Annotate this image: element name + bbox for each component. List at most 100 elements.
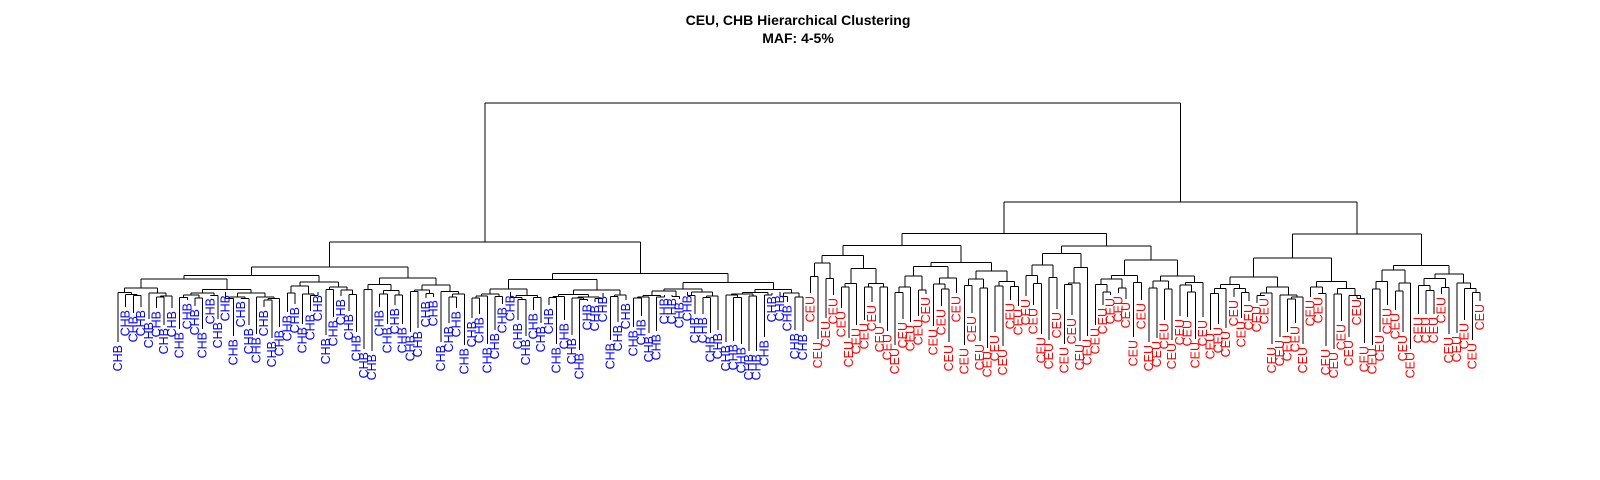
leaf-label-ceu-129: CEU <box>1104 298 1118 324</box>
leaf-label-chb-39: CHB <box>411 331 425 357</box>
leaf-label-ceu-123: CEU <box>1057 347 1071 373</box>
leaf-label-ceu-103: CEU <box>904 325 918 351</box>
leaf-label-ceu-173: CEU <box>1442 337 1456 363</box>
leaf-label-chb-41: CHB <box>426 300 440 326</box>
leaf-label-chb-19: CHB <box>257 310 271 336</box>
leaf-label-chb-10: CHB <box>188 309 202 335</box>
leaf-label-ceu-158: CEU <box>1327 352 1341 378</box>
leaf-label-chb-11: CHB <box>196 332 210 358</box>
leaf-label-ceu-146: CEU <box>1234 321 1248 347</box>
leaf-label-ceu-95: CEU <box>842 341 856 367</box>
leaf-label-ceu-120: CEU <box>1034 337 1048 363</box>
leaf-label-chb-2: CHB <box>126 316 140 342</box>
leaf-label-ceu-133: CEU <box>1134 303 1148 329</box>
leaf-label-ceu-131: CEU <box>1119 302 1133 328</box>
leaf-label-chb-81: CHB <box>734 347 748 373</box>
leaf-label-ceu-165: CEU <box>1381 308 1395 334</box>
leaf-label-ceu-150: CEU <box>1265 347 1279 373</box>
leaf-label-ceu-137: CEU <box>1165 343 1179 369</box>
leaf-label-chb-46: CHB <box>465 321 479 347</box>
leaf-label-ceu-124: CEU <box>1065 318 1079 344</box>
leaf-label-ceu-121: CEU <box>1042 343 1056 369</box>
leaf-label-chb-82: CHB <box>742 354 756 380</box>
leaf-label-ceu-90: CEU <box>804 296 818 322</box>
leaf-labels: CHBCHBCHBCHBCHBCHBCHBCHBCHBCHBCHBCHBCHBC… <box>111 295 1487 380</box>
leaf-label-chb-21: CHB <box>273 330 287 356</box>
leaf-label-ceu-106: CEU <box>927 329 941 355</box>
leaf-label-chb-71: CHB <box>657 298 671 324</box>
leaf-label-ceu-113: CEU <box>981 351 995 377</box>
leaf-label-ceu-141: CEU <box>1196 320 1210 346</box>
leaf-label-ceu-130: CEU <box>1111 296 1125 322</box>
leaf-label-ceu-159: CEU <box>1334 324 1348 350</box>
leaf-label-chb-18: CHB <box>250 337 264 363</box>
leaf-label-chb-27: CHB <box>319 338 333 364</box>
leaf-label-ceu-118: CEU <box>1019 299 1033 325</box>
leaf-label-chb-55: CHB <box>534 326 548 352</box>
leaf-label-ceu-119: CEU <box>1027 308 1041 334</box>
leaf-label-ceu-117: CEU <box>1011 309 1025 335</box>
leaf-label-ceu-105: CEU <box>919 297 933 323</box>
leaf-label-ceu-98: CEU <box>865 305 879 331</box>
leaf-label-ceu-152: CEU <box>1281 335 1295 361</box>
leaf-label-chb-9: CHB <box>180 303 194 329</box>
leaf-label-chb-37: CHB <box>396 327 410 353</box>
leaf-label-ceu-139: CEU <box>1181 320 1195 346</box>
leaf-label-ceu-154: CEU <box>1296 347 1310 373</box>
leaf-label-chb-65: CHB <box>611 325 625 351</box>
leaf-label-chb-88: CHB <box>788 333 802 359</box>
leaf-label-chb-6: CHB <box>157 328 171 354</box>
leaf-label-chb-83: CHB <box>750 354 764 380</box>
leaf-label-ceu-160: CEU <box>1342 340 1356 366</box>
leaf-label-ceu-143: CEU <box>1211 327 1225 353</box>
leaf-label-ceu-94: CEU <box>834 311 848 337</box>
leaf-label-ceu-128: CEU <box>1096 308 1110 334</box>
leaf-label-ceu-125: CEU <box>1073 344 1087 370</box>
leaf-label-chb-87: CHB <box>780 305 794 331</box>
leaf-label-ceu-161: CEU <box>1350 299 1364 325</box>
leaf-label-ceu-101: CEU <box>888 348 902 374</box>
leaf-label-chb-16: CHB <box>234 301 248 327</box>
leaf-label-chb-58: CHB <box>557 323 571 349</box>
leaf-label-chb-75: CHB <box>688 317 702 343</box>
leaf-label-chb-3: CHB <box>134 310 148 336</box>
leaf-label-ceu-97: CEU <box>857 323 871 349</box>
leaf-label-chb-40: CHB <box>419 301 433 327</box>
leaf-label-chb-69: CHB <box>642 336 656 362</box>
leaf-label-chb-78: CHB <box>711 333 725 359</box>
leaf-label-chb-43: CHB <box>442 326 456 352</box>
leaf-label-chb-79: CHB <box>719 345 733 371</box>
leaf-label-chb-48: CHB <box>480 347 494 373</box>
leaf-label-ceu-142: CEU <box>1204 333 1218 359</box>
leaf-label-ceu-171: CEU <box>1427 317 1441 343</box>
leaf-label-chb-45: CHB <box>457 348 471 374</box>
leaf-label-ceu-144: CEU <box>1219 331 1233 357</box>
leaf-label-ceu-174: CEU <box>1450 336 1464 362</box>
leaf-label-ceu-153: CEU <box>1288 326 1302 352</box>
leaf-label-ceu-135: CEU <box>1150 341 1164 367</box>
leaf-label-ceu-92: CEU <box>819 321 833 347</box>
leaf-label-ceu-155: CEU <box>1304 300 1318 326</box>
leaf-label-ceu-110: CEU <box>957 348 971 374</box>
leaf-label-chb-56: CHB <box>542 308 556 334</box>
leaf-label-ceu-149: CEU <box>1258 298 1272 324</box>
leaf-label-ceu-99: CEU <box>873 326 887 352</box>
chart-title: CEU, CHB Hierarchical Clustering <box>686 12 911 28</box>
leaf-label-chb-64: CHB <box>603 343 617 369</box>
leaf-label-chb-23: CHB <box>288 307 302 333</box>
leaf-label-chb-20: CHB <box>265 341 279 367</box>
leaf-label-chb-22: CHB <box>280 315 294 341</box>
leaf-label-chb-24: CHB <box>296 327 310 353</box>
leaf-label-chb-17: CHB <box>242 328 256 354</box>
leaf-label-chb-7: CHB <box>165 311 179 337</box>
leaf-label-chb-32: CHB <box>357 352 371 378</box>
leaf-label-ceu-104: CEU <box>911 319 925 345</box>
leaf-label-chb-72: CHB <box>665 298 679 324</box>
leaf-label-ceu-157: CEU <box>1319 349 1333 375</box>
leaf-label-ceu-114: CEU <box>988 335 1002 361</box>
leaf-label-chb-4: CHB <box>142 322 156 348</box>
leaf-label-chb-42: CHB <box>434 345 448 371</box>
leaf-label-ceu-156: CEU <box>1311 297 1325 323</box>
leaf-label-chb-59: CHB <box>565 338 579 364</box>
leaf-label-chb-63: CHB <box>596 296 610 322</box>
